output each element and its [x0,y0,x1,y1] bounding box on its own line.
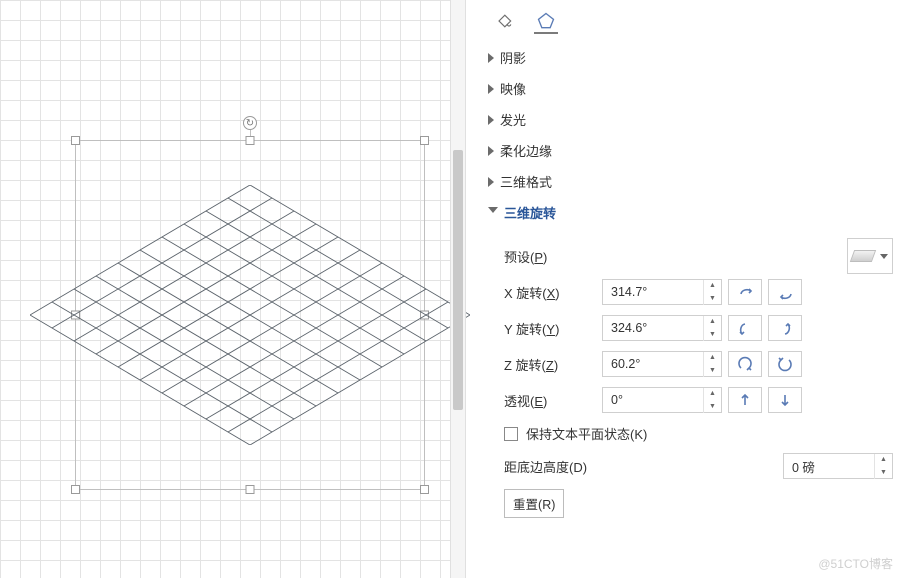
tab-fill-line[interactable] [492,10,516,34]
shape-3d-grid[interactable] [30,185,470,445]
rotate-x-ccw-button[interactable] [728,279,762,305]
spin-down[interactable]: ▼ [704,400,721,413]
resize-handle-tm[interactable] [246,136,255,145]
rotate-persp-cw-button[interactable] [768,387,802,413]
spin-up[interactable]: ▲ [875,454,892,467]
section-label: 柔化边缘 [500,141,552,160]
rotate-ccw-icon [737,356,753,372]
spin-up[interactable]: ▲ [704,352,721,365]
spin-up[interactable]: ▲ [704,388,721,401]
section-label: 三维旋转 [504,203,556,222]
keep-text-flat-checkbox[interactable] [504,427,518,441]
preset-preview-icon [850,250,876,262]
rotate-persp-ccw-button[interactable] [728,387,762,413]
spin-up[interactable]: ▲ [704,316,721,329]
preset-label: 预设(P) [504,247,847,266]
distance-value[interactable]: 0 磅 [784,457,874,476]
disclosure-triangle-icon [488,53,494,63]
rotate3d-body: 预设(P) X 旋转(X)314.7°▲▼Y 旋转(Y)324.6°▲▼Z 旋转… [488,228,893,518]
rotate-z-cw-button[interactable] [768,351,802,377]
selection-bounds[interactable]: ↻ [75,140,425,490]
rotate-y-cw-button[interactable] [768,315,802,341]
disclosure-triangle-icon [488,115,494,125]
section-label: 映像 [500,79,526,98]
distance-label: 距底边高度(D) [504,457,783,476]
rotate-handle[interactable]: ↻ [243,116,257,130]
rotate-y-ccw-button[interactable] [728,315,762,341]
rotate-cw-icon [777,320,793,336]
canvas-scrollbar[interactable] [450,0,466,578]
rotation-label-y: Y 旋转(Y) [504,319,602,338]
resize-handle-tr[interactable] [420,136,429,145]
distance-input[interactable]: 0 磅 ▲▼ [783,453,893,479]
rotation-input-x[interactable]: 314.7°▲▼ [602,279,722,305]
rotate-cw-icon [777,392,793,408]
tab-effects[interactable] [534,10,558,34]
spin-down[interactable]: ▼ [704,328,721,341]
section-softedges[interactable]: 柔化边缘 [488,135,893,166]
canvas-area[interactable]: ↻ [0,0,450,578]
rotate-ccw-icon [737,320,753,336]
section-rotate3d[interactable]: 三维旋转 [488,197,893,228]
resize-handle-bl[interactable] [71,485,80,494]
rotation-row-y: Y 旋转(Y)324.6°▲▼ [504,310,893,346]
section-label: 发光 [500,110,526,129]
resize-handle-tl[interactable] [71,136,80,145]
rotate-x-cw-button[interactable] [768,279,802,305]
rotate-cw-icon [777,356,793,372]
rotation-row-z: Z 旋转(Z)60.2°▲▼ [504,346,893,382]
section-glow[interactable]: 发光 [488,104,893,135]
panel-tab-row [488,8,893,42]
rotation-label-x: X 旋转(X) [504,283,602,302]
rotation-row-x: X 旋转(X)314.7°▲▼ [504,274,893,310]
format-shape-panel: 阴影映像发光柔化边缘三维格式三维旋转 预设(P) X 旋转(X)314.7°▲▼… [466,0,903,578]
spin-down[interactable]: ▼ [704,292,721,305]
resize-handle-br[interactable] [420,485,429,494]
spin-down[interactable]: ▼ [704,364,721,377]
rotation-label-persp: 透视(E) [504,391,602,410]
disclosure-triangle-icon [488,84,494,94]
chevron-down-icon [880,254,888,259]
section-reflection[interactable]: 映像 [488,73,893,104]
section-label: 三维格式 [500,172,552,191]
reset-button[interactable]: 重置(R) [504,489,564,518]
disclosure-triangle-icon [488,146,494,156]
section-label: 阴影 [500,48,526,67]
disclosure-triangle-icon [488,177,494,187]
rotation-value-persp[interactable]: 0° [603,393,703,407]
rotation-input-z[interactable]: 60.2°▲▼ [602,351,722,377]
rotation-label-z: Z 旋转(Z) [504,355,602,374]
section-shadow[interactable]: 阴影 [488,42,893,73]
rotate-z-ccw-button[interactable] [728,351,762,377]
pentagon-icon [536,11,556,31]
keep-text-flat-label: 保持文本平面状态(K) [526,424,647,443]
watermark: @51CTO博客 [818,555,893,572]
rotate-cw-icon [777,284,793,300]
rotation-value-y[interactable]: 324.6° [603,321,703,335]
section-format3d[interactable]: 三维格式 [488,166,893,197]
scrollbar-thumb[interactable] [453,150,463,410]
rotation-row-persp: 透视(E)0°▲▼ [504,382,893,418]
rotation-value-x[interactable]: 314.7° [603,285,703,299]
rotation-input-persp[interactable]: 0°▲▼ [602,387,722,413]
resize-handle-bm[interactable] [246,485,255,494]
rotate-ccw-icon [737,392,753,408]
preset-dropdown[interactable] [847,238,893,274]
rotate-ccw-icon [737,284,753,300]
spin-down[interactable]: ▼ [875,466,892,479]
spin-up[interactable]: ▲ [704,280,721,293]
paint-bucket-icon [494,11,514,31]
rotation-input-y[interactable]: 324.6°▲▼ [602,315,722,341]
disclosure-triangle-icon [488,207,498,218]
rotation-value-z[interactable]: 60.2° [603,357,703,371]
